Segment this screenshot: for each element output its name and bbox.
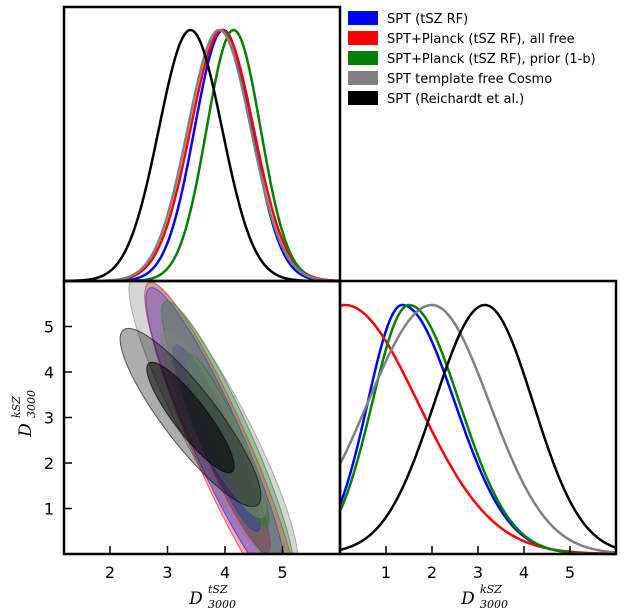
ksz-posterior-frame <box>338 279 618 556</box>
legend-label-spt-reichardt-et-al: SPT (Reichardt et al.) <box>387 92 524 107</box>
legend-swatch-spt-planck-tsz-rf-all-free <box>348 31 378 45</box>
legend: SPT (tSZ RF) SPT+Planck (tSZ RF), all fre… <box>348 11 596 107</box>
y-axis-label-ksz-group: D kSZ 3000 <box>10 390 38 438</box>
x-axis-label-tsz-sub: 3000 <box>208 598 236 611</box>
y-axis-label-ksz-sup: kSZ <box>10 396 23 418</box>
y-axis-label-ksz-sub: 3000 <box>25 390 38 418</box>
legend-label-spt-tsz-rf: SPT (tSZ RF) <box>387 12 468 27</box>
x-axis-label-ksz-sup: kSZ <box>480 583 502 596</box>
y-tick-label-ksz-3: 3 <box>44 409 54 428</box>
x-axis-label-ksz-sub: 3000 <box>480 598 508 611</box>
legend-swatch-spt-template-free-cosmo <box>348 71 378 85</box>
y-tick-label-ksz-5: 5 <box>44 318 54 337</box>
x-axis-label-tsz-sup: tSZ <box>208 583 228 596</box>
x-tick-label-ksz-3: 3 <box>473 563 483 582</box>
tsz-ksz-contours <box>119 281 299 554</box>
legend-label-spt-template-free-cosmo: SPT template free Cosmo <box>387 72 552 87</box>
contour-inner-spt-reichardt-et-al <box>146 361 235 474</box>
y-tick-label-ksz-4: 4 <box>44 363 54 382</box>
legend-swatch-spt-tsz-rf <box>348 11 378 25</box>
ksz-posterior-ticks: 1 2 3 4 5 <box>381 546 575 582</box>
tsz-ksz-ticks: 2 3 4 5 1 2 3 4 5 <box>44 318 288 583</box>
ksz-curve-spt-reichardt-et-al <box>339 303 617 552</box>
x-tick-label-tsz-4: 4 <box>220 563 230 582</box>
ksz-posterior-panel: 1 2 3 4 5 D kSZ 3000 <box>338 279 618 611</box>
x-tick-label-tsz-5: 5 <box>277 563 287 582</box>
x-axis-label-ksz: D <box>460 589 475 609</box>
contour-spt-reichardt-et-al <box>119 327 262 508</box>
ksz-curve-spt-tsz-rf <box>338 303 617 556</box>
legend-swatch-spt-planck-tsz-rf-prior-1-b <box>348 51 378 65</box>
y-axis-label-ksz: D <box>16 423 36 438</box>
ksz-curve-spt-template-free-cosmo <box>338 303 617 554</box>
ksz-posterior-curves <box>338 303 617 556</box>
tsz-ksz-contour-panel: 2 3 4 5 1 2 3 4 5 D tSZ 3000 D kSZ 3000 <box>10 279 342 611</box>
tsz-posterior-panel <box>62 5 342 283</box>
x-tick-label-ksz-1: 1 <box>381 563 391 582</box>
x-tick-label-tsz-2: 2 <box>105 563 115 582</box>
x-tick-label-ksz-5: 5 <box>565 563 575 582</box>
x-tick-label-ksz-2: 2 <box>427 563 437 582</box>
legend-label-spt-planck-tsz-rf-prior-1-b: SPT+Planck (tSZ RF), prior (1-b) <box>387 52 596 67</box>
legend-swatch-spt-reichardt-et-al <box>348 91 378 105</box>
y-tick-label-ksz-1: 1 <box>44 500 54 519</box>
x-tick-label-ksz-4: 4 <box>519 563 529 582</box>
x-axis-label-tsz: D <box>188 589 203 609</box>
tsz-posterior-curves <box>63 28 341 283</box>
y-tick-label-ksz-2: 2 <box>44 454 54 473</box>
legend-label-spt-planck-tsz-rf-all-free: SPT+Planck (tSZ RF), all free <box>387 32 575 47</box>
x-tick-label-tsz-3: 3 <box>162 563 172 582</box>
